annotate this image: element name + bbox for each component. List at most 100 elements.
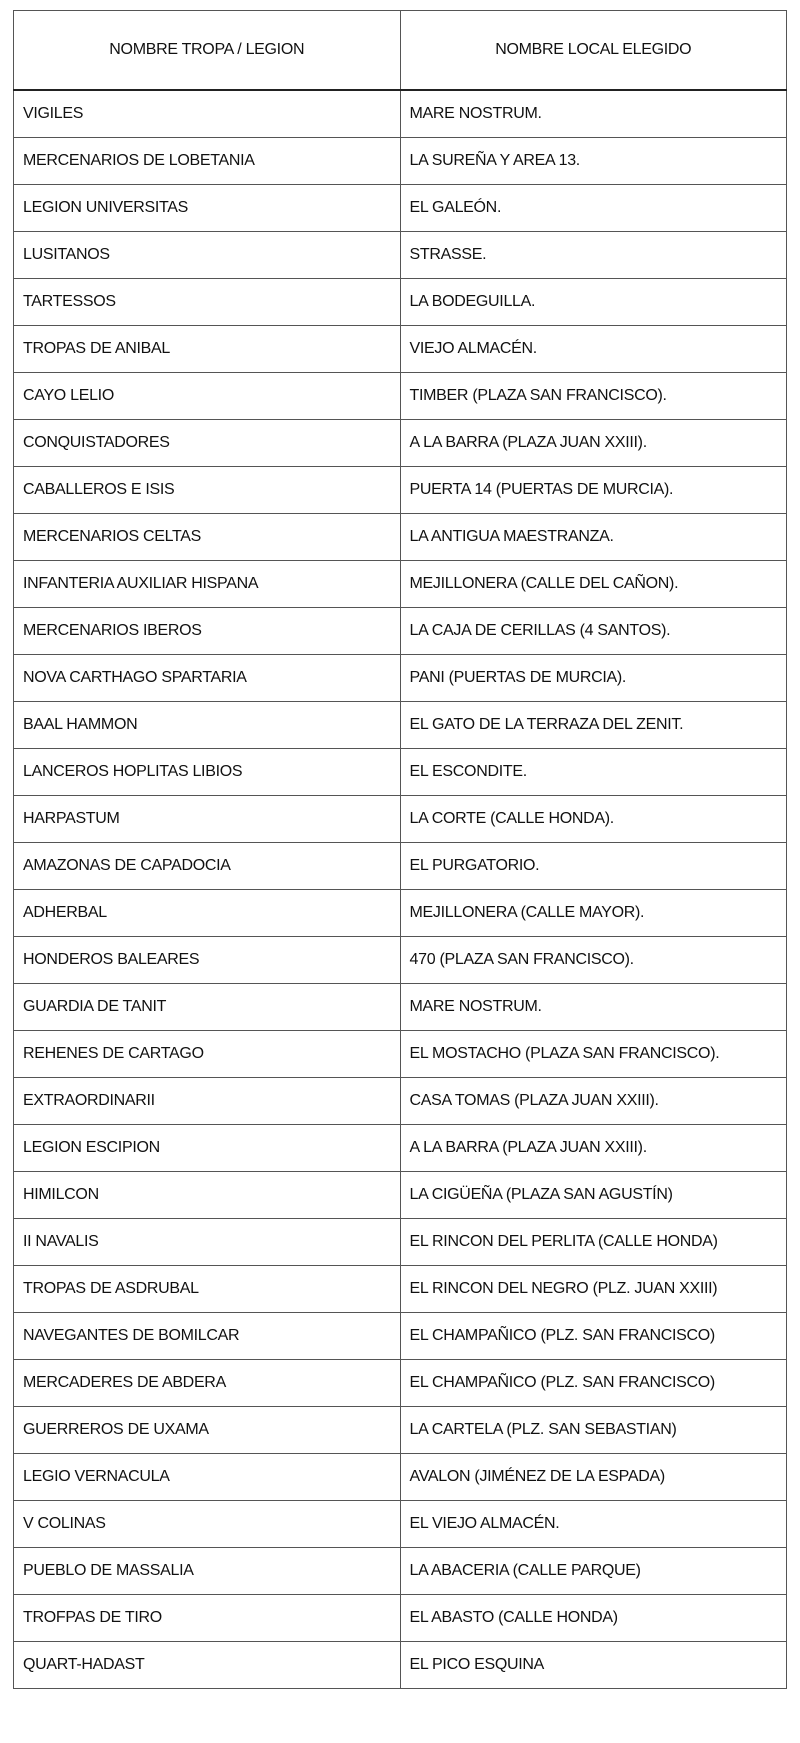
table-row: II NAVALIS EL RINCON DEL PERLITA (CALLE H…: [13, 1218, 788, 1266]
troop-name-cell: MERCENARIOS IBEROS: [13, 607, 401, 655]
venue-name-cell: EL CHAMPAÑICO (PLZ. SAN FRANCISCO): [399, 1359, 788, 1407]
troop-name-cell: REHENES DE CARTAGO: [13, 1030, 401, 1078]
venue-name-cell: PANI (PUERTAS DE MURCIA).: [399, 654, 788, 702]
venue-name-cell: LA CIGÜEÑA (PLAZA SAN AGUSTÍN): [399, 1171, 788, 1219]
venue-name-cell: MARE NOSTRUM.: [399, 89, 788, 138]
troop-name-cell: HIMILCON: [13, 1171, 401, 1219]
table-row: LEGION ESCIPION A LA BARRA (PLAZA JUAN XX…: [13, 1124, 788, 1172]
troop-name-cell: TARTESSOS: [13, 278, 401, 326]
table-row: LANCEROS HOPLITAS LIBIOS EL ESCONDITE.: [13, 748, 788, 796]
venue-name-cell: 470 (PLAZA SAN FRANCISCO).: [399, 936, 788, 984]
venue-name-cell: A LA BARRA (PLAZA JUAN XXIII).: [399, 1124, 788, 1172]
troop-name-cell: LEGION ESCIPION: [13, 1124, 401, 1172]
table-row: TROPAS DE ANIBAL VIEJO ALMACÉN.: [13, 325, 788, 373]
table-row: INFANTERIA AUXILIAR HISPANA MEJILLONERA (…: [13, 560, 788, 608]
table-row: TARTESSOS LA BODEGUILLA.: [13, 278, 788, 326]
troop-name-cell: GUARDIA DE TANIT: [13, 983, 401, 1031]
venue-name-cell: LA ABACERIA (CALLE PARQUE): [399, 1547, 788, 1595]
troop-name-cell: PUEBLO DE MASSALIA: [13, 1547, 401, 1595]
table-row: CONQUISTADORES A LA BARRA (PLAZA JUAN XXI…: [13, 419, 788, 467]
table-row: V COLINAS EL VIEJO ALMACÉN.: [13, 1500, 788, 1548]
venue-name-cell: LA BODEGUILLA.: [399, 278, 788, 326]
column-header-venue: NOMBRE LOCAL ELEGIDO: [399, 10, 788, 91]
table-row: LUSITANOS STRASSE.: [13, 231, 788, 279]
venue-name-cell: EL VIEJO ALMACÉN.: [399, 1500, 788, 1548]
venue-name-cell: VIEJO ALMACÉN.: [399, 325, 788, 373]
troop-name-cell: BAAL HAMMON: [13, 701, 401, 749]
troop-name-cell: MERCENARIOS CELTAS: [13, 513, 401, 561]
table-row: QUART-HADAST EL PICO ESQUINA: [13, 1641, 788, 1689]
troop-name-cell: CAYO LELIO: [13, 372, 401, 420]
troop-name-cell: EXTRAORDINARII: [13, 1077, 401, 1125]
table-row: REHENES DE CARTAGO EL MOSTACHO (PLAZA SAN…: [13, 1030, 788, 1078]
troop-name-cell: MERCADERES DE ABDERA: [13, 1359, 401, 1407]
troop-name-cell: MERCENARIOS DE LOBETANIA: [13, 137, 401, 185]
table-row: CAYO LELIO TIMBER (PLAZA SAN FRANCISCO).: [13, 372, 788, 420]
venue-name-cell: EL GALEÓN.: [399, 184, 788, 232]
table-row: LEGIO VERNACULA AVALON (JIMÉNEZ DE LA ESP…: [13, 1453, 788, 1501]
table-row: EXTRAORDINARII CASA TOMAS (PLAZA JUAN XXI…: [13, 1077, 788, 1125]
troop-name-cell: LEGION UNIVERSITAS: [13, 184, 401, 232]
troop-name-cell: LANCEROS HOPLITAS LIBIOS: [13, 748, 401, 796]
venue-name-cell: LA CORTE (CALLE HONDA).: [399, 795, 788, 843]
table-row: LEGION UNIVERSITAS EL GALEÓN.: [13, 184, 788, 232]
table-row: VIGILES MARE NOSTRUM.: [13, 89, 788, 138]
venue-name-cell: CASA TOMAS (PLAZA JUAN XXIII).: [399, 1077, 788, 1125]
venue-name-cell: EL MOSTACHO (PLAZA SAN FRANCISCO).: [399, 1030, 788, 1078]
table-row: NOVA CARTHAGO SPARTARIA PANI (PUERTAS DE …: [13, 654, 788, 702]
table-row: PUEBLO DE MASSALIA LA ABACERIA (CALLE PAR…: [13, 1547, 788, 1595]
venue-name-cell: EL ESCONDITE.: [399, 748, 788, 796]
troop-name-cell: AMAZONAS DE CAPADOCIA: [13, 842, 401, 890]
venue-name-cell: LA ANTIGUA MAESTRANZA.: [399, 513, 788, 561]
table-row: AMAZONAS DE CAPADOCIA EL PURGATORIO.: [13, 842, 788, 890]
venue-name-cell: PUERTA 14 (PUERTAS DE MURCIA).: [399, 466, 788, 514]
troop-name-cell: V COLINAS: [13, 1500, 401, 1548]
table-row: CABALLEROS E ISIS PUERTA 14 (PUERTAS DE M…: [13, 466, 788, 514]
table-row: HIMILCON LA CIGÜEÑA (PLAZA SAN AGUSTÍN): [13, 1171, 788, 1219]
troop-name-cell: TROPAS DE ANIBAL: [13, 325, 401, 373]
venue-name-cell: EL PICO ESQUINA: [399, 1641, 788, 1689]
venue-name-cell: MARE NOSTRUM.: [399, 983, 788, 1031]
troop-name-cell: NOVA CARTHAGO SPARTARIA: [13, 654, 401, 702]
troop-name-cell: HONDEROS BALEARES: [13, 936, 401, 984]
venue-name-cell: LA SUREÑA Y AREA 13.: [399, 137, 788, 185]
venue-name-cell: LA CARTELA (PLZ. SAN SEBASTIAN): [399, 1406, 788, 1454]
troop-name-cell: CONQUISTADORES: [13, 419, 401, 467]
troop-name-cell: LUSITANOS: [13, 231, 401, 279]
table-row: MERCENARIOS CELTAS LA ANTIGUA MAESTRANZA.: [13, 513, 788, 561]
troop-name-cell: LEGIO VERNACULA: [13, 1453, 401, 1501]
venue-name-cell: AVALON (JIMÉNEZ DE LA ESPADA): [399, 1453, 788, 1501]
table-row: BAAL HAMMON EL GATO DE LA TERRAZA DEL ZEN…: [13, 701, 788, 749]
troop-name-cell: QUART-HADAST: [13, 1641, 401, 1689]
table-header-row: NOMBRE TROPA / LEGION NOMBRE LOCAL ELEGI…: [13, 10, 788, 91]
venue-name-cell: MEJILLONERA (CALLE MAYOR).: [399, 889, 788, 937]
troops-venues-table: NOMBRE TROPA / LEGION NOMBRE LOCAL ELEGI…: [13, 10, 788, 1689]
table-row: NAVEGANTES DE BOMILCAR EL CHAMPAÑICO (PLZ…: [13, 1312, 788, 1360]
venue-name-cell: EL CHAMPAÑICO (PLZ. SAN FRANCISCO): [399, 1312, 788, 1360]
venue-name-cell: STRASSE.: [399, 231, 788, 279]
troop-name-cell: GUERREROS DE UXAMA: [13, 1406, 401, 1454]
troop-name-cell: HARPASTUM: [13, 795, 401, 843]
venue-name-cell: A LA BARRA (PLAZA JUAN XXIII).: [399, 419, 788, 467]
table-row: ADHERBAL MEJILLONERA (CALLE MAYOR).: [13, 889, 788, 937]
table-row: HONDEROS BALEARES 470 (PLAZA SAN FRANCISC…: [13, 936, 788, 984]
venue-name-cell: EL RINCON DEL PERLITA (CALLE HONDA): [399, 1218, 788, 1266]
venue-name-cell: EL RINCON DEL NEGRO (PLZ. JUAN XXIII): [399, 1265, 788, 1313]
troop-name-cell: NAVEGANTES DE BOMILCAR: [13, 1312, 401, 1360]
table-row: MERCENARIOS IBEROS LA CAJA DE CERILLAS (4…: [13, 607, 788, 655]
table-row: MERCENARIOS DE LOBETANIA LA SUREÑA Y AREA…: [13, 137, 788, 185]
troop-name-cell: VIGILES: [13, 89, 401, 138]
table-row: TROFPAS DE TIRO EL ABASTO (CALLE HONDA): [13, 1594, 788, 1642]
troop-name-cell: ADHERBAL: [13, 889, 401, 937]
venue-name-cell: EL GATO DE LA TERRAZA DEL ZENIT.: [399, 701, 788, 749]
venue-name-cell: LA CAJA DE CERILLAS (4 SANTOS).: [399, 607, 788, 655]
table-row: GUARDIA DE TANIT MARE NOSTRUM.: [13, 983, 788, 1031]
table-row: MERCADERES DE ABDERA EL CHAMPAÑICO (PLZ. …: [13, 1359, 788, 1407]
troop-name-cell: TROPAS DE ASDRUBAL: [13, 1265, 401, 1313]
troop-name-cell: CABALLEROS E ISIS: [13, 466, 401, 514]
table-row: TROPAS DE ASDRUBAL EL RINCON DEL NEGRO (P…: [13, 1265, 788, 1313]
venue-name-cell: EL PURGATORIO.: [399, 842, 788, 890]
troop-name-cell: TROFPAS DE TIRO: [13, 1594, 401, 1642]
venue-name-cell: EL ABASTO (CALLE HONDA): [399, 1594, 788, 1642]
table-row: GUERREROS DE UXAMA LA CARTELA (PLZ. SAN S…: [13, 1406, 788, 1454]
